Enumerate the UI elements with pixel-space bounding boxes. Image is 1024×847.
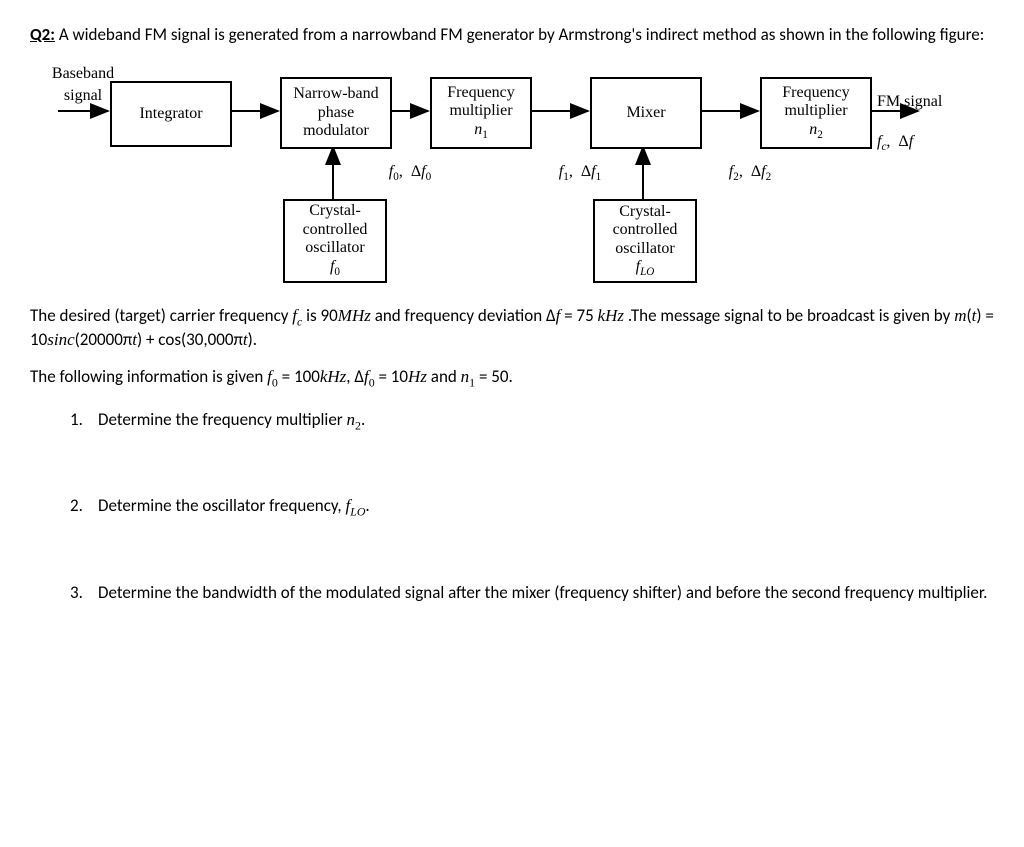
item-text: Determine the oscillator frequency, fLO. (98, 495, 994, 519)
question-heading: Q2: A wideband FM signal is generated fr… (30, 24, 994, 47)
label-f1-df1: f1, Δf1 (520, 161, 640, 185)
osc1-line1: Crystal- (285, 202, 385, 220)
mixer-label: Mixer (592, 104, 700, 122)
osc2-line4: fLO (595, 258, 695, 279)
block-mixer: Mixer (590, 77, 702, 149)
nbpm-line1: Narrow-band (282, 85, 390, 103)
fm2-line1: Frequency (762, 84, 870, 102)
item-text: Determine the frequency multiplier n2. (98, 409, 994, 433)
block-crystal-osc-2: Crystal- controlled oscillator fLO (593, 199, 697, 283)
question-label: Q2: (30, 24, 55, 45)
block-integrator-label: Integrator (112, 105, 230, 123)
fm1-line3: n1 (432, 121, 530, 142)
osc2-line2: controlled (595, 221, 695, 239)
question-item-1: 1. Determine the frequency multiplier n2… (70, 409, 994, 433)
question-item-2: 2. Determine the oscillator frequency, f… (70, 495, 994, 519)
fm1-line1: Frequency (432, 84, 530, 102)
item-number: 1. (70, 409, 98, 433)
fm2-line3: n2 (762, 121, 870, 142)
fm2-line2: multiplier (762, 102, 870, 120)
question-text: A wideband FM signal is generated from a… (59, 24, 984, 45)
output-values: fc, Δf (877, 131, 967, 155)
block-crystal-osc-1: Crystal- controlled oscillator f0 (283, 199, 387, 283)
osc2-line1: Crystal- (595, 203, 695, 221)
question-item-3: 3. Determine the bandwidth of the modula… (70, 582, 994, 605)
osc1-line2: controlled (285, 221, 385, 239)
item-number: 3. (70, 582, 98, 605)
block-integrator: Integrator (110, 81, 232, 147)
output-label: FM signal (877, 91, 967, 113)
item-number: 2. (70, 495, 98, 519)
label-f2-df2: f2, Δf2 (690, 161, 810, 185)
description-para-2: The following information is given f0 = … (30, 366, 994, 390)
osc1-line4: f0 (285, 257, 385, 279)
block-freq-mult-2: Frequency multiplier n2 (760, 77, 872, 149)
osc1-line3: oscillator (285, 239, 385, 257)
fm1-line2: multiplier (432, 102, 530, 120)
osc2-line3: oscillator (595, 240, 695, 258)
nbpm-line2: phase (282, 104, 390, 122)
block-nb-phase-modulator: Narrow-band phase modulator (280, 77, 392, 149)
block-freq-mult-1: Frequency multiplier n1 (430, 77, 532, 149)
nbpm-line3: modulator (282, 122, 390, 140)
description-para-1: The desired (target) carrier frequency f… (30, 305, 994, 352)
label-f0-df0: f0, Δf0 (350, 161, 470, 185)
item-text: Determine the bandwidth of the modulated… (98, 582, 994, 605)
block-diagram: Baseband signal Integrator Narrow-band p… (30, 61, 970, 291)
